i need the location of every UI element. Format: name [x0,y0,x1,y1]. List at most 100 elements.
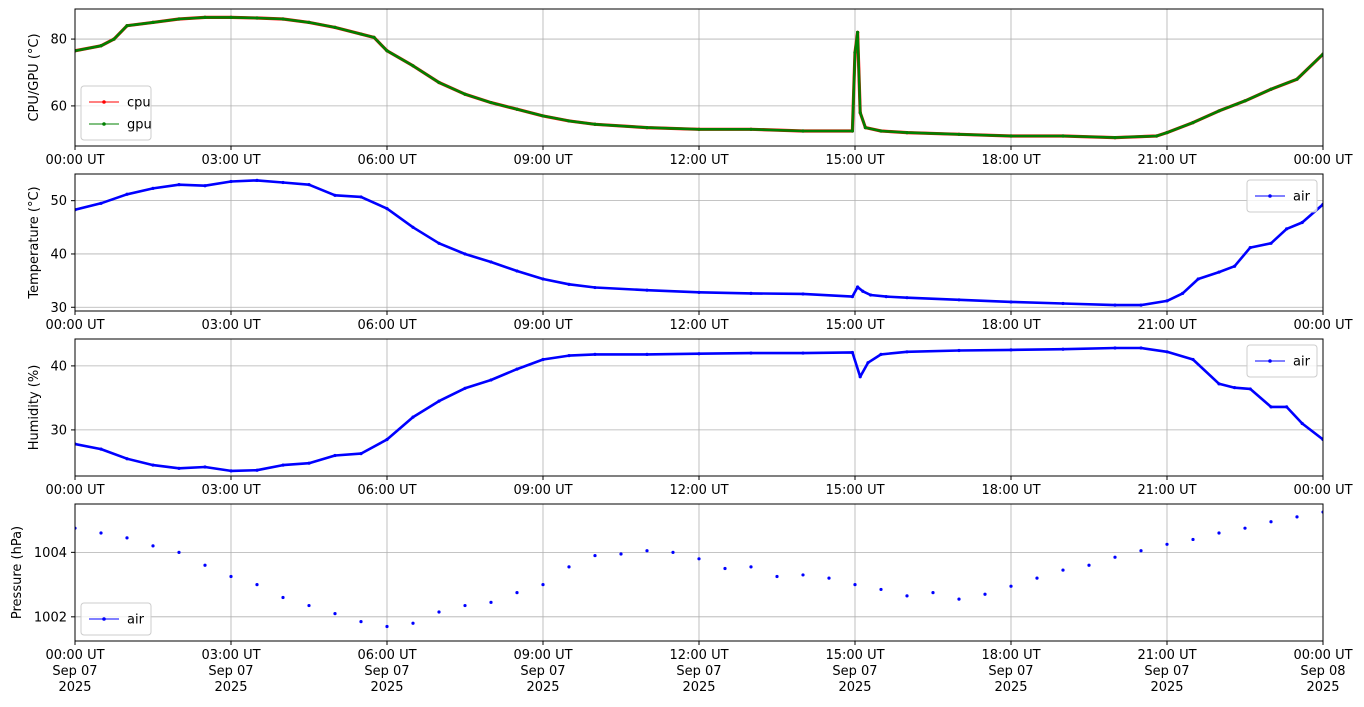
x-tick-label-line: 15:00 UT [825,483,884,498]
x-tick-label: 12:00 UT [669,318,728,333]
x-tick-label-line: 18:00 UT [981,318,1040,333]
x-tick-label: 18:00 UT Sep 07 2025 [981,648,1040,695]
y-tick-label: 40 [50,359,67,374]
data-point-air [411,621,415,625]
data-point-air [567,282,571,286]
x-tick-label: 03:00 UT Sep 07 2025 [201,648,260,695]
data-point-air [359,451,363,456]
data-point-gpu [463,92,467,96]
data-point-gpu [359,32,363,36]
legend: air [1246,344,1318,378]
x-tick-label: 00:00 UT [45,318,104,333]
legend: air [1246,179,1318,213]
data-point-gpu [307,20,311,24]
x-tick-label-line: Sep 07 [676,664,721,679]
data-point-air [1269,241,1273,245]
data-point-air [1139,303,1143,307]
data-point-air [697,290,701,294]
data-point-air [905,350,909,354]
x-tick-label-line: 21:00 UT [1137,318,1196,333]
data-point-air [866,361,870,365]
x-tick-label: 09:00 UT [513,153,572,168]
data-point-air [671,550,675,554]
x-tick-label-line: 03:00 UT [201,153,260,168]
x-tick-label: 18:00 UT [981,483,1040,498]
legend-label-air: air [127,613,145,628]
legend: air [80,602,152,636]
data-point-air [1285,227,1289,231]
data-point-air [869,293,873,297]
data-point-air [203,563,207,567]
data-point-air [827,576,831,580]
data-point-air [593,285,597,290]
data-point-air [749,291,753,296]
data-point-air [957,597,961,601]
legend-marker-air [1268,359,1272,363]
data-point-air [645,288,649,292]
x-tick-label-line: 2025 [526,680,559,695]
x-tick-label: 18:00 UT [981,318,1040,333]
x-tick-label-line: 2025 [1150,680,1183,695]
data-point-air [858,375,862,379]
x-tick-label-line: 18:00 UT [981,648,1040,663]
data-point-air [437,241,441,245]
data-point-gpu [99,44,103,48]
data-point-air [1248,245,1252,250]
data-point-air [749,565,753,569]
data-point-air [1181,291,1185,296]
y-axis-label: Pressure (hPa) [10,526,25,619]
data-point-gpu [593,122,597,126]
data-point-air [905,296,909,300]
x-tick-label-line: 15:00 UT [825,648,884,663]
data-point-gpu [1155,134,1159,138]
data-point-gpu [541,114,545,118]
data-point-air [775,574,779,579]
data-point-air [151,463,155,467]
data-point-air [1061,301,1065,306]
x-tick-label: 03:00 UT [201,318,260,333]
data-point-air [385,437,389,442]
data-point-air [281,595,285,600]
data-point-air [463,603,467,608]
x-tick-label: 18:00 UT [981,153,1040,168]
data-point-air [1269,520,1273,524]
x-tick-label-line: Sep 07 [832,664,877,679]
y-tick-label: 50 [50,194,67,209]
x-tick-label-line: Sep 07 [52,664,97,679]
x-tick-label: 12:00 UT Sep 07 2025 [669,648,728,695]
data-point-gpu [853,50,857,55]
data-point-gpu [437,80,441,85]
y-axis-label: Temperature (°C) [27,186,42,299]
x-tick-label-line: 2025 [838,680,871,695]
data-point-air [463,252,467,256]
data-point-air [567,354,571,358]
data-point-air [1295,515,1299,519]
x-tick-label: 15:00 UT [825,153,884,168]
x-tick-label-line: 18:00 UT [981,483,1040,498]
data-point-air [853,582,857,587]
series-group [75,15,1323,140]
data-point-gpu [333,25,337,29]
x-tick-label-line: 21:00 UT [1137,153,1196,168]
data-point-air [281,180,285,185]
data-point-air [1300,421,1304,426]
data-point-air [1061,568,1065,572]
data-point-gpu [697,127,701,131]
data-point-air [99,201,103,205]
panel-2: 00:00 UT 03:00 UT 06:00 UT 09:00 UT 12:00 UT… [27,173,1353,333]
x-tick-label: 00:00 UT [45,483,104,498]
panel-1: 00:00 UT 03:00 UT 06:00 UT 09:00 UT 12:00 UT… [27,8,1353,168]
data-point-air [1035,576,1039,580]
data-point-gpu [229,15,233,19]
data-point-gpu [203,15,207,19]
x-tick-label-line: 00:00 UT [45,318,104,333]
legend-marker-air [1268,194,1272,198]
x-tick-label: 03:00 UT [201,483,260,498]
x-tick-label-line: Sep 07 [520,664,565,679]
data-point-air [645,549,649,553]
x-tick-label-line: 00:00 UT [45,483,104,498]
data-point-air [203,184,207,188]
x-tick-label: 00:00 UT [45,153,104,168]
data-point-air [1285,405,1289,409]
